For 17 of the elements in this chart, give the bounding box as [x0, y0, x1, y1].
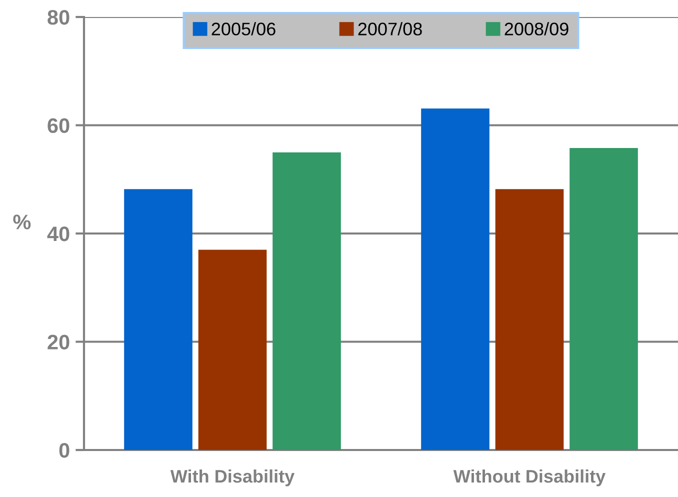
y-tick-label: 60: [48, 118, 70, 134]
bar: [495, 189, 564, 450]
y-axis-title: %: [13, 214, 31, 230]
y-tick-label: 80: [48, 10, 70, 25]
x-tick-label: With Disability: [170, 469, 295, 486]
bar: [421, 108, 490, 450]
legend-label: 2007/08: [358, 22, 422, 36]
y-tick-label: 40: [47, 226, 70, 242]
bar: [124, 189, 192, 450]
legend-label: 2005/06: [212, 22, 276, 36]
bar: [272, 152, 341, 450]
x-tick-label: Without Disability: [453, 469, 606, 486]
bar: [198, 250, 267, 450]
legend-label: 2008/09: [504, 22, 568, 36]
bar: [570, 148, 638, 450]
y-tick-label: 20: [48, 334, 70, 350]
y-tick-label: 0: [59, 443, 70, 458]
